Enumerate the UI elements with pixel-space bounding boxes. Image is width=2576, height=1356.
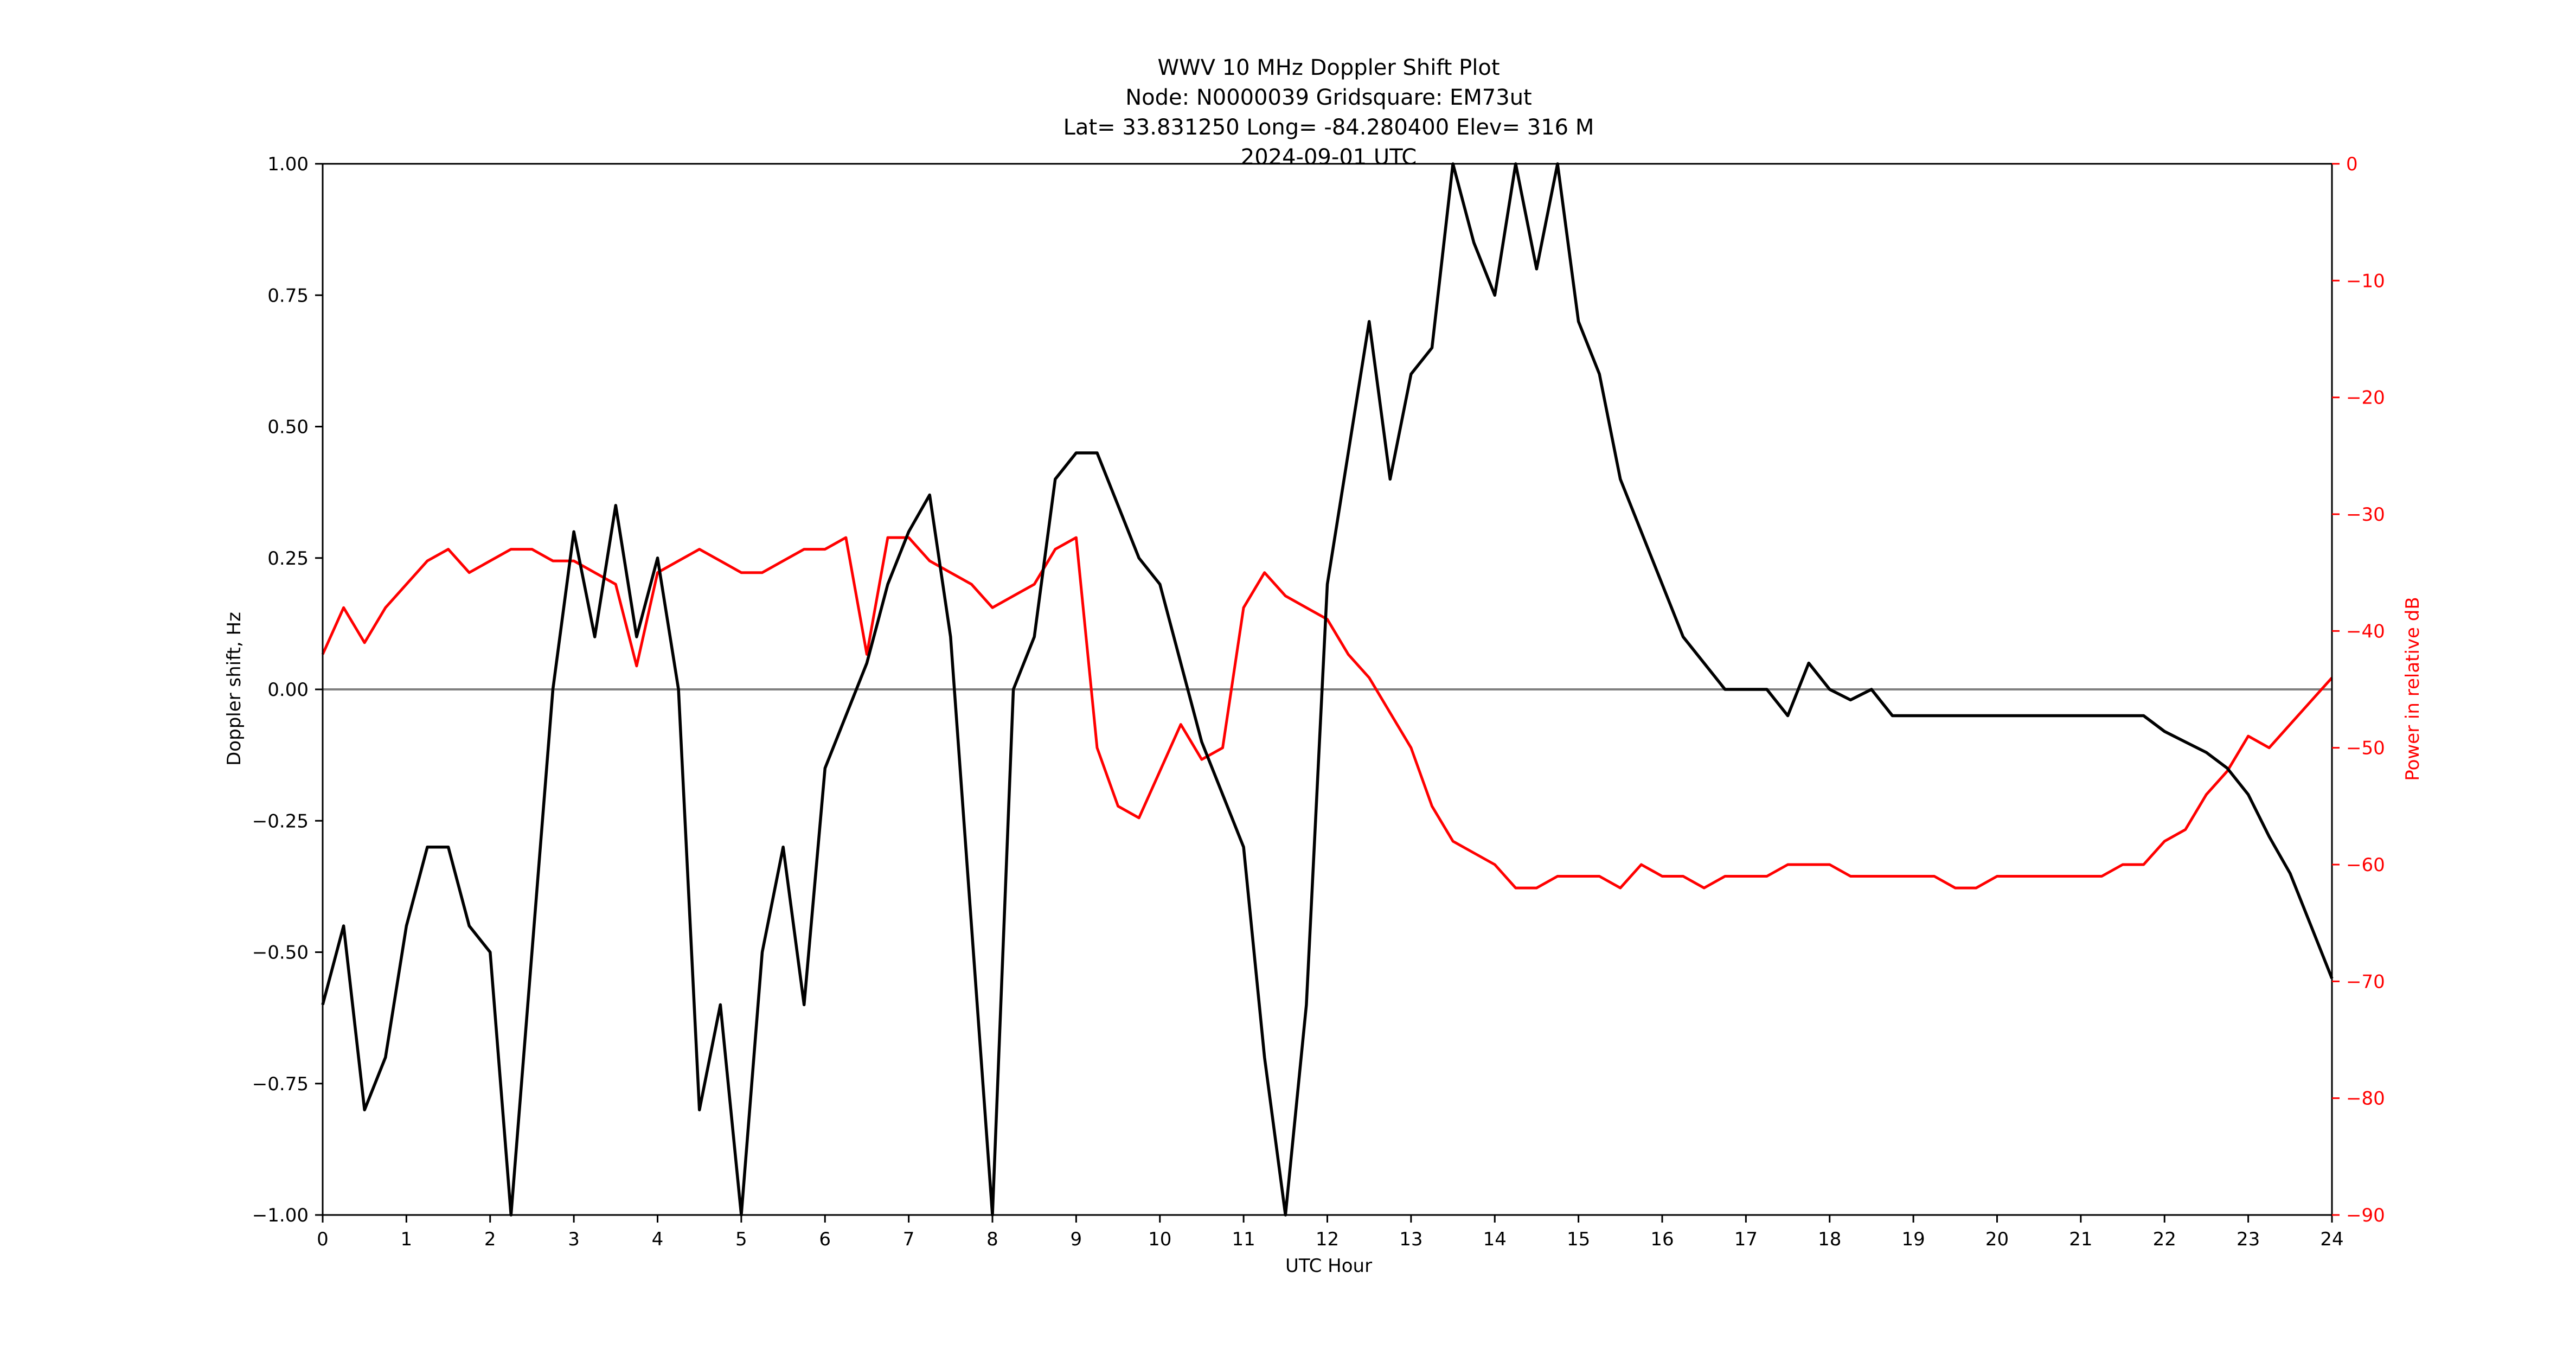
x-tick-label: 12 bbox=[1316, 1229, 1339, 1250]
x-tick-label: 3 bbox=[568, 1229, 580, 1250]
doppler-series-line bbox=[321, 162, 2334, 1217]
x-tick-label: 18 bbox=[1818, 1229, 1841, 1250]
x-tick-label: 7 bbox=[903, 1229, 915, 1250]
y-tick-label: −0.25 bbox=[252, 810, 309, 832]
x-tick-label: 4 bbox=[652, 1229, 664, 1250]
y2-tick-label: −20 bbox=[2346, 387, 2385, 409]
x-tick-label: 14 bbox=[1483, 1229, 1507, 1250]
y2-tick-label: −10 bbox=[2346, 270, 2385, 292]
x-axis-ticks: 0 1 2 3 4 5 6 7 8 9 10 11 12 13 14 15 16 17 18 19 20 21 22 23 24 bbox=[317, 1215, 2344, 1250]
power-series-line bbox=[321, 536, 2333, 890]
y-tick-label: 0.25 bbox=[267, 548, 309, 570]
x-tick-label: 9 bbox=[1071, 1229, 1082, 1250]
x-tick-label: 6 bbox=[819, 1229, 831, 1250]
x-tick-label: 19 bbox=[1901, 1229, 1925, 1250]
y2-tick-label: −30 bbox=[2346, 504, 2385, 526]
x-axis-label: UTC Hour bbox=[1285, 1255, 1372, 1277]
x-tick-label: 16 bbox=[1650, 1229, 1674, 1250]
title-line-1: WWV 10 MHz Doppler Shift Plot bbox=[1157, 55, 1500, 80]
y2-tick-label: −90 bbox=[2346, 1205, 2385, 1226]
x-tick-label: 5 bbox=[735, 1229, 747, 1250]
x-tick-label: 17 bbox=[1734, 1229, 1758, 1250]
y-tick-label: 0.50 bbox=[267, 417, 309, 438]
y2-tick-label: −80 bbox=[2346, 1088, 2385, 1110]
y-tick-label: 1.00 bbox=[267, 153, 309, 175]
y-tick-label: 0.00 bbox=[267, 679, 309, 701]
chart-title: WWV 10 MHz Doppler Shift Plot Node: N000… bbox=[1063, 55, 1594, 170]
title-line-4: 2024-09-01 UTC bbox=[1241, 145, 1417, 170]
x-tick-label: 20 bbox=[1985, 1229, 2009, 1250]
x-tick-label: 13 bbox=[1399, 1229, 1422, 1250]
x-tick-label: 21 bbox=[2069, 1229, 2092, 1250]
y2-tick-label: −50 bbox=[2346, 738, 2385, 759]
x-tick-label: 24 bbox=[2320, 1229, 2343, 1250]
title-line-2: Node: N0000039 Gridsquare: EM73ut bbox=[1125, 85, 1532, 110]
x-tick-label: 22 bbox=[2153, 1229, 2176, 1250]
y-tick-label: 0.75 bbox=[267, 285, 309, 306]
y2-tick-label: 0 bbox=[2346, 153, 2358, 175]
y2-tick-label: −40 bbox=[2346, 621, 2385, 642]
y-axis-label: Doppler shift, Hz bbox=[223, 612, 245, 766]
y2-tick-label: −70 bbox=[2346, 971, 2385, 993]
x-tick-label: 0 bbox=[317, 1229, 329, 1250]
y-tick-label: −0.50 bbox=[252, 942, 309, 964]
x-tick-label: 15 bbox=[1567, 1229, 1590, 1250]
plot-area bbox=[321, 162, 2334, 1217]
x-tick-label: 2 bbox=[484, 1229, 496, 1250]
x-tick-label: 1 bbox=[401, 1229, 413, 1250]
title-line-3: Lat= 33.831250 Long= -84.280400 Elev= 31… bbox=[1063, 115, 1594, 140]
y-axis-ticks: 1.00 0.75 0.50 0.25 0.00 −0.25 −0.50 −0.75 −1.00 bbox=[252, 153, 323, 1226]
x-tick-label: 10 bbox=[1148, 1229, 1171, 1250]
y2-axis-ticks: 0 −10 −20 −30 −40 −50 −60 −70 −80 −90 bbox=[2332, 153, 2385, 1226]
x-tick-label: 23 bbox=[2237, 1229, 2260, 1250]
y-tick-label: −0.75 bbox=[252, 1073, 309, 1095]
x-tick-label: 8 bbox=[986, 1229, 998, 1250]
y-tick-label: −1.00 bbox=[252, 1205, 309, 1226]
y2-axis-label: Power in relative dB bbox=[2402, 597, 2424, 781]
x-tick-label: 11 bbox=[1232, 1229, 1255, 1250]
y2-tick-label: −60 bbox=[2346, 854, 2385, 876]
